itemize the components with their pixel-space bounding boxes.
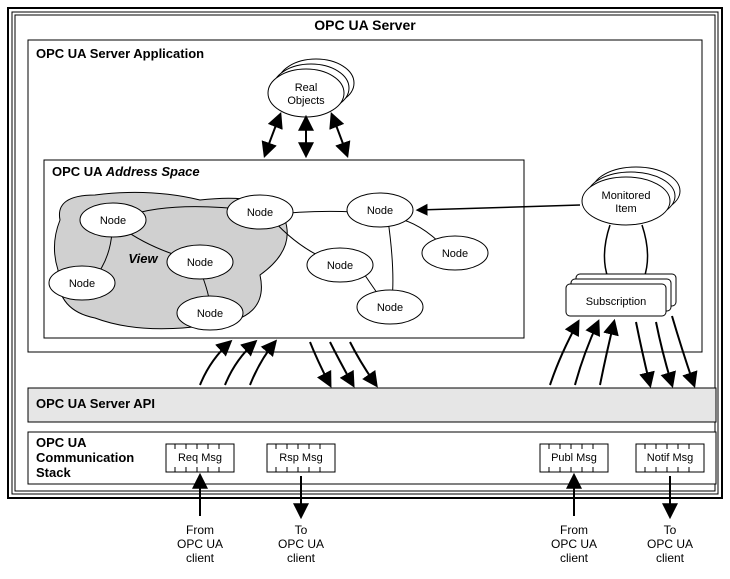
- subscription-stack: Subscription: [566, 274, 676, 316]
- svg-text:Node: Node: [69, 278, 95, 290]
- svg-text:Node: Node: [377, 302, 403, 314]
- svg-text:client: client: [560, 551, 589, 565]
- view-label: View: [128, 251, 158, 266]
- comm-title3: Stack: [36, 465, 71, 480]
- comm-title1: OPC UA: [36, 435, 87, 450]
- svg-text:OPC UA: OPC UA: [278, 537, 324, 551]
- svg-text:From: From: [186, 523, 214, 537]
- svg-text:OPC UA: OPC UA: [177, 537, 223, 551]
- real-label1: Real: [295, 82, 318, 94]
- svg-text:client: client: [656, 551, 685, 565]
- svg-text:To: To: [664, 523, 677, 537]
- svg-text:From: From: [560, 523, 588, 537]
- svg-text:Monitored: Monitored: [602, 190, 651, 202]
- svg-text:Node: Node: [442, 248, 468, 260]
- svg-text:To: To: [295, 523, 308, 537]
- svg-text:OPC UA: OPC UA: [647, 537, 693, 551]
- svg-text:Notif Msg: Notif Msg: [647, 452, 693, 464]
- app-title: OPC UA Server Application: [36, 46, 204, 61]
- server-title: OPC UA Server: [314, 17, 416, 33]
- client-labels: From OPC UA client To OPC UA client From…: [177, 523, 693, 565]
- svg-text:Node: Node: [100, 215, 126, 227]
- diagram-canvas: OPC UA Server OPC UA Server Application …: [0, 0, 730, 579]
- svg-text:Node: Node: [187, 257, 213, 269]
- comm-title2: Communication: [36, 450, 134, 465]
- svg-text:Node: Node: [247, 207, 273, 219]
- svg-text:client: client: [186, 551, 215, 565]
- svg-text:OPC UA: OPC UA: [551, 537, 597, 551]
- real-label2: Objects: [287, 95, 325, 107]
- svg-text:Item: Item: [615, 203, 636, 215]
- svg-text:Node: Node: [197, 308, 223, 320]
- svg-text:Subscription: Subscription: [586, 296, 647, 308]
- svg-text:Publ Msg: Publ Msg: [551, 452, 597, 464]
- svg-text:Node: Node: [367, 205, 393, 217]
- api-title: OPC UA Server API: [36, 396, 155, 411]
- svg-text:Req Msg: Req Msg: [178, 452, 222, 464]
- svg-text:Node: Node: [327, 260, 353, 272]
- svg-text:client: client: [287, 551, 316, 565]
- svg-text:Rsp Msg: Rsp Msg: [279, 452, 322, 464]
- addr-title: OPC UA Address Space: [52, 164, 200, 179]
